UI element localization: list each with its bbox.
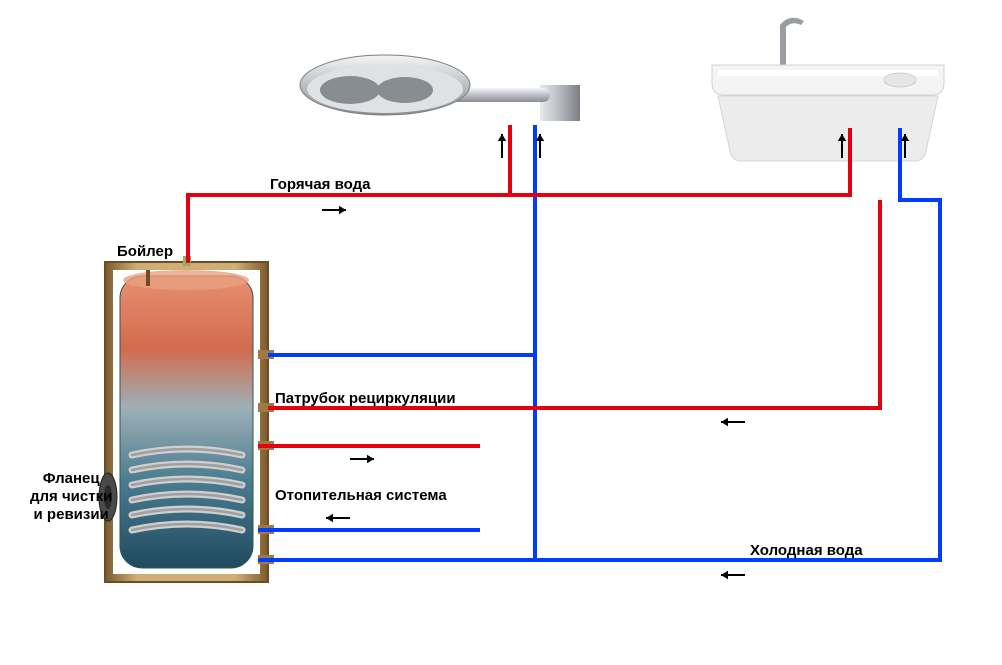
label-heating: Отопительная система [275, 487, 447, 505]
flow-arrows [0, 0, 1002, 665]
label-boiler: Бойлер [117, 243, 173, 261]
label-flange: Фланец для чистки и ревизии [30, 470, 112, 524]
label-hot-water: Горячая вода [270, 176, 370, 194]
label-cold-water: Холодная вода [750, 542, 863, 560]
diagram-stage: Горячая вода Бойлер Патрубок рециркуляци… [0, 0, 1002, 665]
label-recirc: Патрубок рециркуляции [275, 390, 456, 408]
